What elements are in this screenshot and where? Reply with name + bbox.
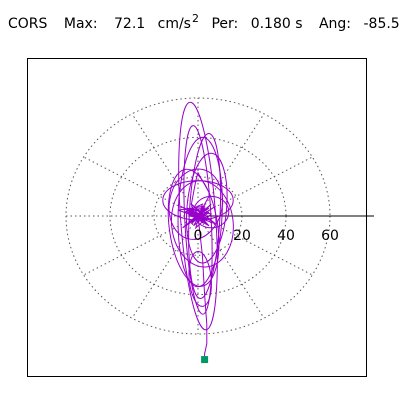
grid-spoke-150	[83, 156, 199, 217]
orbit-loop-6	[185, 152, 228, 264]
end-marker-group	[201, 356, 209, 364]
orbit-loop-7	[167, 168, 220, 287]
period-label: Per:	[211, 16, 239, 32]
max-unit-exponent: 2	[191, 12, 199, 25]
angle-value: -85.5	[363, 16, 400, 32]
max-unit: cm/s	[157, 16, 191, 32]
orbit-tail-path	[197, 215, 208, 360]
orbit-trace	[162, 101, 234, 360]
station-code: CORS	[8, 16, 48, 32]
radial-tick-label-40: 40	[277, 228, 295, 244]
max-label: Max:	[63, 16, 98, 32]
radial-tick-label-20: 20	[233, 228, 251, 244]
orbit-loop-1	[183, 125, 213, 315]
radial-tick-label-0: 0	[194, 228, 203, 244]
grid-spoke-210	[83, 215, 199, 276]
grid-spoke-60	[197, 113, 265, 217]
angle-label: Ang:	[318, 16, 352, 32]
grid-spoke-240	[131, 215, 199, 319]
radial-tick-labels: 0 20 40 60	[194, 228, 339, 244]
chart-header: CORS Max: 72.1 cm/s2 Per: 0.180 s Ang: -…	[8, 12, 400, 35]
period-value: 0.180 s	[250, 16, 303, 32]
grid-spoke-330	[197, 215, 313, 276]
max-value: 72.1	[114, 16, 146, 32]
end-marker	[201, 356, 209, 364]
orbit-loop-2	[177, 136, 223, 288]
plot-frame	[27, 58, 367, 377]
orbit-loop-4	[168, 168, 224, 240]
grid-spoke-30	[197, 156, 313, 217]
orbit-loop-8	[188, 133, 222, 299]
radial-tick-label-60: 60	[321, 228, 339, 244]
